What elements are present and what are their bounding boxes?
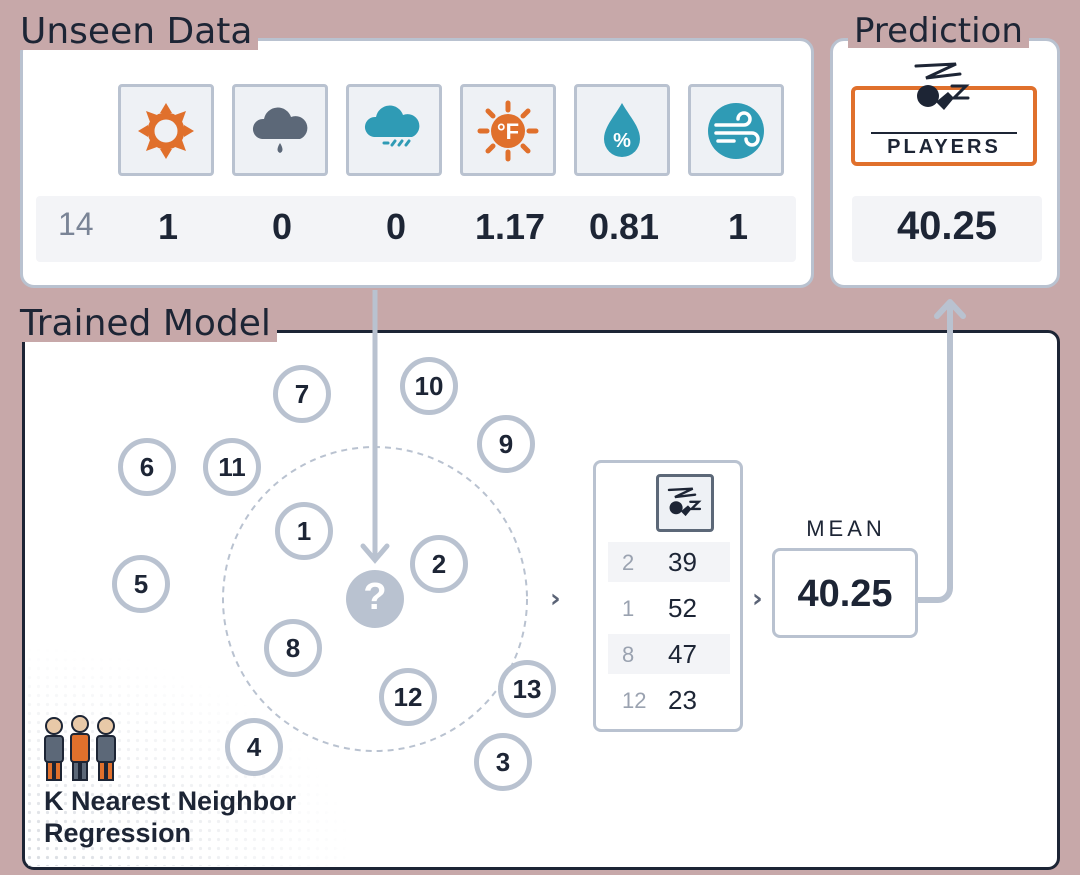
neighbor-row: 2 39	[608, 542, 730, 582]
unseen-row-id: 14	[58, 206, 94, 242]
training-point: 4	[225, 718, 283, 776]
neighbor-row: 1 52	[608, 588, 730, 628]
training-point: 7	[273, 365, 331, 423]
wind-icon	[708, 103, 764, 159]
value-rainy: 0	[385, 206, 407, 247]
cloud-heavy-rain-icon	[364, 105, 420, 147]
neighbor-id: 8	[622, 642, 635, 667]
sun-icon	[138, 103, 194, 159]
svg-text:%: %	[613, 130, 631, 152]
value-sunny: 1	[157, 206, 179, 247]
training-point: 12	[379, 668, 437, 726]
unseen-values-row	[36, 196, 796, 262]
people-icon	[44, 715, 116, 781]
training-point: 5	[112, 555, 170, 613]
caption-line2: Regression	[44, 818, 192, 848]
neighbor-row: 12 23	[608, 680, 730, 720]
temperature-sun-icon: °F	[477, 100, 539, 162]
feature-card-temperature: °F	[460, 84, 556, 176]
feature-card-humidity: %	[574, 84, 670, 176]
players-label: PLAYERS	[887, 136, 1001, 158]
training-point: 6	[118, 438, 176, 496]
mean-value: 40.25	[797, 573, 893, 615]
neighbor-value: 23	[668, 685, 697, 715]
neighbor-id: 1	[622, 596, 635, 621]
players-icon	[914, 62, 970, 110]
neighbor-id: 2	[622, 550, 635, 575]
prediction-title: Prediction	[848, 14, 1029, 48]
feature-card-sunny	[118, 84, 214, 176]
training-point: 8	[264, 619, 322, 677]
training-point: 1	[275, 502, 333, 560]
feature-card-rainy	[346, 84, 442, 176]
neighbor-row: 8 47	[608, 634, 730, 674]
neighbor-value: 39	[668, 547, 697, 577]
training-point: 13	[498, 660, 556, 718]
value-overcast: 0	[271, 206, 293, 247]
caption-line1: K Nearest Neighbor	[44, 786, 297, 816]
feature-card-overcast	[232, 84, 328, 176]
query-symbol: ?	[363, 576, 387, 618]
training-point: 3	[474, 733, 532, 791]
query-point: ?	[346, 570, 404, 628]
players-label-box: PLAYERS	[851, 86, 1037, 166]
trained-model-title: Trained Model	[14, 306, 277, 342]
neighbor-value: 47	[668, 639, 697, 669]
mean-box: 40.25	[772, 548, 918, 638]
neighbor-table-header	[656, 474, 714, 532]
training-point: 11	[203, 438, 261, 496]
prediction-value: 40.25	[896, 204, 998, 248]
feature-card-wind	[688, 84, 784, 176]
unseen-data-title: Unseen Data	[14, 14, 259, 50]
players-icon	[667, 487, 702, 517]
value-humidity: 0.81	[588, 206, 660, 247]
output-arrow	[918, 299, 966, 603]
cloud-rain-icon	[252, 107, 308, 153]
mean-label: MEAN	[806, 516, 886, 541]
value-wind: 1	[727, 206, 749, 247]
training-point: 2	[410, 535, 468, 593]
input-arrow	[360, 290, 390, 564]
neighbor-id: 12	[622, 688, 647, 713]
value-temperature: 1.17	[474, 206, 546, 247]
prediction-value-bg	[852, 196, 1042, 262]
humidity-drop-icon: %	[604, 103, 640, 157]
training-point: 10	[400, 357, 458, 415]
chevron-right-icon: ›	[550, 584, 561, 614]
neighbor-value: 52	[668, 593, 697, 623]
chevron-right-icon: ›	[752, 584, 763, 614]
svg-text:°F: °F	[497, 119, 519, 144]
training-point: 9	[477, 415, 535, 473]
